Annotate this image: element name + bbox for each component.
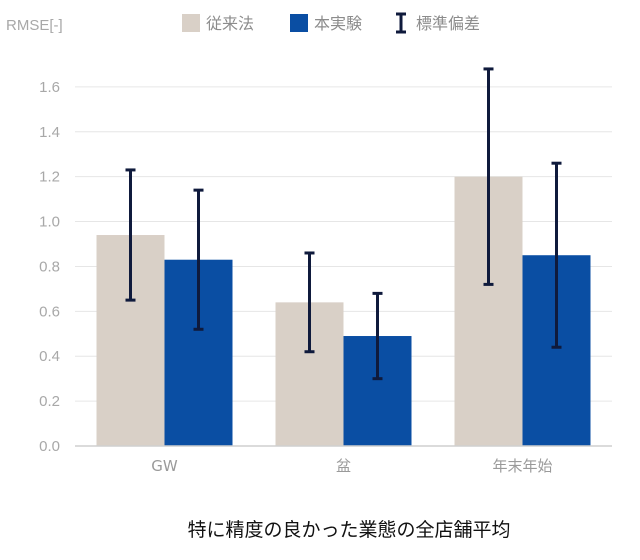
errorbar-conventional-0 <box>125 168 136 302</box>
y-tick-label: 1.0 <box>39 214 60 231</box>
legend-label-conventional: 従来法 <box>206 14 254 33</box>
x-category-label: GW <box>151 457 178 475</box>
y-tick-label: 1.6 <box>39 79 60 96</box>
errorbar-experiment-0 <box>193 188 204 331</box>
y-axis-label: RMSE[-] <box>6 17 63 34</box>
legend-swatch-experiment <box>290 14 308 32</box>
errorbar-conventional-1 <box>304 251 315 354</box>
chart-caption: 特に精度の良かった業態の全店舗平均 <box>187 519 510 541</box>
y-tick-label: 0.4 <box>39 348 60 365</box>
error-bars <box>125 67 562 381</box>
y-tick-label: 0.0 <box>39 438 60 455</box>
y-tick-label: 0.8 <box>39 258 60 275</box>
legend: 従来法 本実験 標準偏差 <box>182 12 480 34</box>
x-axis-categories: GW 盆 年末年始 <box>151 457 552 475</box>
errorbar-conventional-2 <box>483 67 494 286</box>
legend-label-experiment: 本実験 <box>314 14 362 33</box>
errorbar-experiment-2 <box>551 161 562 349</box>
x-category-label: 年末年始 <box>492 457 552 475</box>
y-axis-ticks: 0.0 0.2 0.4 0.6 0.8 1.0 1.2 1.4 1.6 <box>39 79 60 455</box>
y-tick-label: 0.6 <box>39 303 60 320</box>
legend-swatch-conventional <box>182 14 200 32</box>
y-tick-label: 0.2 <box>39 393 60 410</box>
legend-errorbar-icon <box>396 12 406 34</box>
x-category-label: 盆 <box>336 457 351 475</box>
bars <box>96 176 591 446</box>
y-tick-label: 1.2 <box>39 169 60 186</box>
y-tick-label: 1.4 <box>39 124 60 141</box>
errorbar-experiment-1 <box>372 291 383 381</box>
legend-label-stddev: 標準偏差 <box>416 14 480 33</box>
